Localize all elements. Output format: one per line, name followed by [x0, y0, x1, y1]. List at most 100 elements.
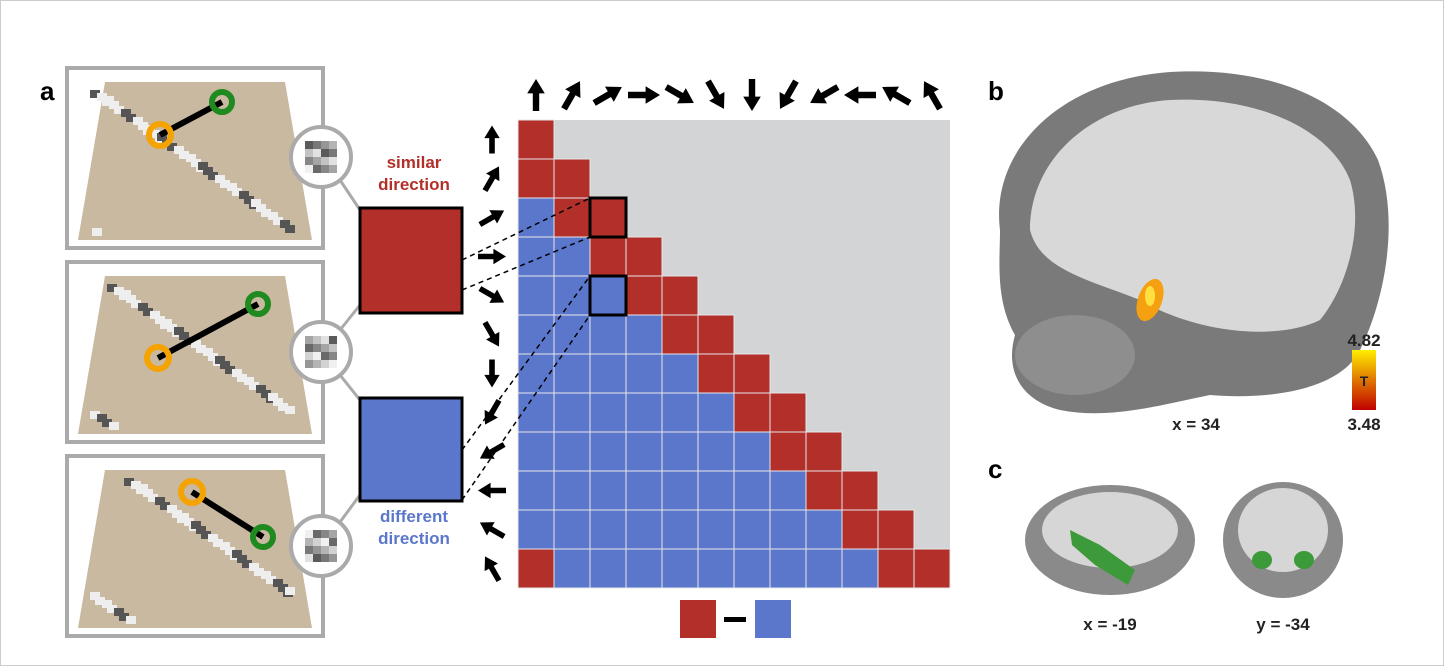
building	[232, 369, 242, 377]
matrix-cell	[626, 315, 662, 354]
building	[121, 290, 131, 298]
building	[215, 175, 225, 183]
matrix-cell	[698, 432, 734, 471]
pattern-cell	[313, 546, 321, 554]
pattern-cell	[313, 530, 321, 538]
panel-label: c	[988, 454, 1002, 484]
building	[104, 96, 114, 104]
building	[174, 327, 184, 335]
pattern-cell	[329, 157, 337, 165]
matrix-cell	[590, 432, 626, 471]
building	[261, 571, 271, 579]
similar-label: similar	[387, 153, 442, 172]
building	[179, 513, 189, 521]
matrix-cell	[662, 510, 698, 549]
matrix-cell	[734, 393, 770, 432]
matrix-cell	[698, 471, 734, 510]
matrix	[462, 120, 950, 588]
slice-label: y = -34	[1256, 615, 1310, 634]
building	[203, 348, 213, 356]
legend-blue	[755, 600, 791, 638]
matrix-cell	[590, 510, 626, 549]
legend-minus	[724, 617, 746, 622]
colorbar-max: 4.82	[1347, 331, 1380, 350]
pattern-cell	[313, 554, 321, 562]
matrix-cell	[518, 198, 554, 237]
pattern-cell	[305, 352, 313, 360]
matrix-cell	[518, 393, 554, 432]
matrix-cell	[842, 471, 878, 510]
pattern-cell	[305, 141, 313, 149]
matrix-cell	[770, 432, 806, 471]
matrix-cell	[590, 549, 626, 588]
matrix-cell	[662, 354, 698, 393]
different-label: direction	[378, 529, 450, 548]
pattern-cell	[305, 546, 313, 554]
matrix-cell	[518, 510, 554, 549]
building	[208, 534, 218, 542]
figure: a b c similar direction different direct…	[0, 0, 1444, 666]
matrix-cell	[554, 276, 590, 315]
building	[138, 303, 148, 311]
building	[280, 220, 290, 228]
slice-label: x = 34	[1172, 415, 1220, 434]
matrix-cell	[770, 393, 806, 432]
matrix-cell	[878, 549, 914, 588]
building	[191, 521, 201, 529]
matrix-cell	[590, 237, 626, 276]
pattern-cell	[329, 141, 337, 149]
matrix-cell	[554, 354, 590, 393]
matrix-cell	[806, 471, 842, 510]
matrix-cell	[662, 471, 698, 510]
colorbar-min: 3.48	[1347, 415, 1380, 434]
pattern-cell	[329, 538, 337, 546]
maps	[67, 68, 351, 636]
matrix-cell	[626, 432, 662, 471]
building	[174, 146, 184, 154]
pattern-cell	[329, 554, 337, 562]
building	[215, 356, 225, 364]
matrix-cell	[590, 276, 626, 315]
matrix-cell	[734, 510, 770, 549]
matrix-cell	[734, 549, 770, 588]
building	[114, 608, 124, 616]
pattern-cell	[329, 546, 337, 554]
matrix-cell	[554, 198, 590, 237]
building	[97, 414, 107, 422]
matrix-cell	[698, 354, 734, 393]
legend-red	[680, 600, 716, 638]
matrix-cell	[518, 354, 554, 393]
building	[155, 497, 165, 505]
matrix-cell	[662, 393, 698, 432]
pattern-cell	[321, 157, 329, 165]
different-label: different	[380, 507, 448, 526]
pattern-cell	[321, 554, 329, 562]
matrix-cell	[878, 510, 914, 549]
matrix-cell	[590, 354, 626, 393]
matrix-cell	[554, 471, 590, 510]
matrix-cell	[770, 510, 806, 549]
building	[109, 422, 119, 430]
pattern-cell	[321, 344, 329, 352]
building	[162, 319, 172, 327]
pattern-cell	[321, 149, 329, 157]
matrix-cell	[590, 471, 626, 510]
building	[268, 212, 278, 220]
building	[273, 579, 283, 587]
building	[256, 385, 266, 393]
matrix-cell	[662, 432, 698, 471]
pattern-cell	[305, 554, 313, 562]
matrix-cell	[590, 315, 626, 354]
pattern-cell	[313, 352, 321, 360]
pattern-cell	[305, 538, 313, 546]
matrix-cell	[518, 120, 554, 159]
matrix-cell	[518, 549, 554, 588]
matrix-cell	[554, 315, 590, 354]
matrix-cell	[842, 549, 878, 588]
pattern-cell	[329, 336, 337, 344]
pattern-cell	[313, 538, 321, 546]
building	[90, 592, 100, 600]
pattern-cell	[321, 538, 329, 546]
matrix-cell	[842, 510, 878, 549]
matrix-cell	[626, 237, 662, 276]
